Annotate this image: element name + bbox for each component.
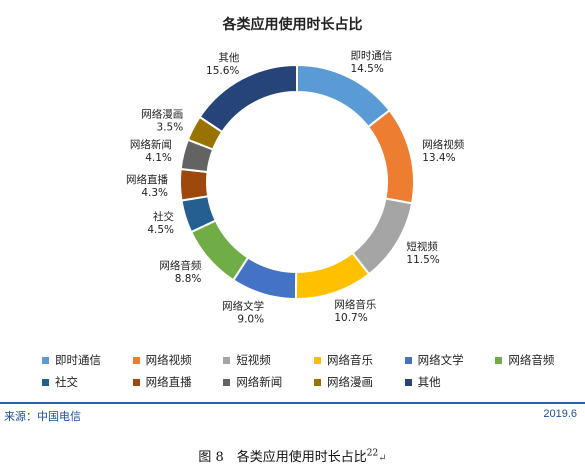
slice-label-10: 网络漫画 xyxy=(141,108,183,121)
legend-swatch xyxy=(42,356,49,364)
legend-label: 网络漫画 xyxy=(326,375,373,389)
slice-value-2: 13.4% xyxy=(422,152,455,164)
slice-value-10: 3.5% xyxy=(157,122,184,134)
figure-caption: 图 8 各类应用使用时长占比22↵ xyxy=(0,446,585,465)
slice-label-6: 网络音频 xyxy=(159,259,201,272)
legend-label: 社交 xyxy=(55,375,78,389)
slice-value-4: 10.7% xyxy=(334,312,367,324)
chart-legend: 即时通信 网络视频 短视频 网络音乐 网络文学 网络音频社交 网络直播 网络新闻 网络漫画 其他 xyxy=(42,352,572,390)
slice-label-9: 网络新闻 xyxy=(130,138,172,151)
source-text: 来源：中国电信 xyxy=(4,411,81,423)
legend-swatch xyxy=(223,356,231,364)
legend-label: 网络音频 xyxy=(508,353,555,367)
legend-item-1: 即时通信 xyxy=(42,352,119,368)
legend-swatch xyxy=(313,356,321,364)
chart-title: 各类应用使用时长占比 xyxy=(222,17,363,33)
legend-item-8: 网络直播 xyxy=(132,374,210,390)
legend-swatch xyxy=(132,356,140,364)
source-bar: 来源：中国电信 2019.6 xyxy=(0,402,585,428)
legend-swatch xyxy=(404,378,412,386)
slice-value-7: 4.5% xyxy=(147,224,174,236)
slice-2 xyxy=(366,108,415,205)
slice-8 xyxy=(179,167,210,202)
legend-item-7: 社交 xyxy=(42,374,119,390)
slice-4 xyxy=(294,251,371,300)
slice-value-3: 11.5% xyxy=(406,254,439,266)
paragraph-mark: ↵ xyxy=(378,453,387,464)
legend-label: 网络新闻 xyxy=(236,375,283,389)
slice-label-4: 网络音乐 xyxy=(334,298,376,311)
legend-swatch xyxy=(132,378,140,386)
slice-11 xyxy=(198,63,298,134)
slice-value-8: 4.3% xyxy=(141,187,168,199)
legend-swatch xyxy=(42,378,49,386)
slice-label-8: 网络直播 xyxy=(126,173,168,186)
legend-label: 网络音乐 xyxy=(326,353,373,367)
legend-item-5: 网络文学 xyxy=(404,352,482,368)
slice-label-3: 短视频 xyxy=(406,240,438,253)
legend-label: 网络视频 xyxy=(145,353,192,367)
source-date: 2019.6 xyxy=(543,408,577,420)
legend-label: 短视频 xyxy=(236,353,271,367)
legend-swatch xyxy=(495,356,503,364)
legend-item-2: 网络视频 xyxy=(132,352,210,368)
legend-item-6: 网络音频 xyxy=(495,352,572,368)
legend-label: 其他 xyxy=(417,375,441,389)
slice-value-11: 15.6% xyxy=(206,65,239,77)
slice-label-11: 其他 xyxy=(218,51,239,64)
slice-label-1: 即时通信 xyxy=(350,50,392,62)
legend-item-11: 其他 xyxy=(404,374,482,390)
legend-item-10: 网络漫画 xyxy=(313,374,391,390)
caption-footnote: 22 xyxy=(366,448,379,459)
caption-text: 图 8 各类应用使用时长占比 xyxy=(198,450,367,465)
legend-item-4: 网络音乐 xyxy=(313,352,391,368)
legend-item-3: 短视频 xyxy=(223,352,300,368)
slice-label-2: 网络视频 xyxy=(422,138,464,151)
slice-value-9: 4.1% xyxy=(145,152,172,164)
slice-value-5: 9.0% xyxy=(237,313,264,325)
slice-value-1: 14.5% xyxy=(350,63,383,75)
slice-value-6: 8.8% xyxy=(175,273,202,285)
legend-swatch xyxy=(404,356,412,364)
legend-swatch xyxy=(313,378,321,386)
legend-label: 即时通信 xyxy=(55,353,101,367)
legend-label: 网络直播 xyxy=(145,375,192,389)
legend-label: 网络文学 xyxy=(417,353,464,367)
legend-item-9: 网络新闻 xyxy=(223,374,300,390)
slice-label-5: 网络文学 xyxy=(222,299,264,312)
legend-swatch xyxy=(223,378,231,386)
slice-label-7: 社交 xyxy=(153,210,174,223)
